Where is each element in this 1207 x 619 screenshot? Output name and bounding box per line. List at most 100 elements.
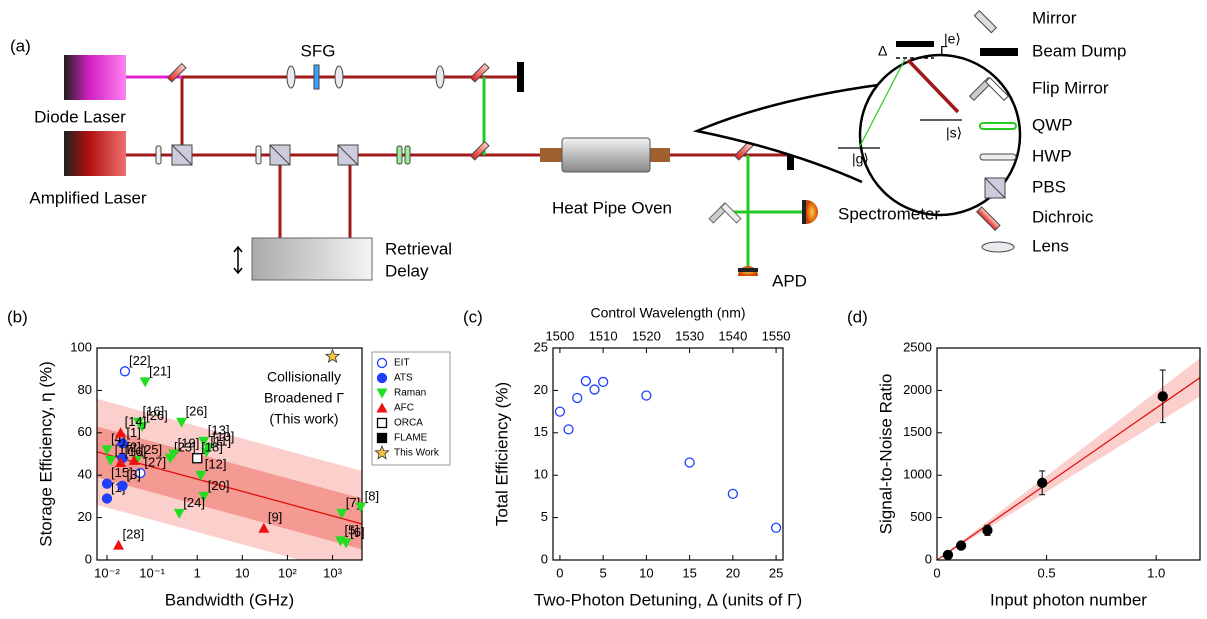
y-tick-label: 1500 (903, 424, 932, 439)
x2-tick-label: 1520 (632, 328, 661, 343)
marker (140, 377, 151, 387)
point-label: [16] (125, 444, 147, 459)
x-axis-title: Two-Photon Detuning, Δ (units of Γ) (534, 590, 802, 609)
level-label: |g⟩ (852, 151, 869, 167)
legend-label: AFC (394, 403, 414, 414)
point-label: [21] (149, 363, 171, 378)
y-axis-title: Signal-to-Noise Ratio (876, 374, 895, 535)
y-tick-label: 2000 (903, 382, 932, 397)
y-tick-label: 0 (541, 551, 548, 566)
confidence-band (937, 358, 1200, 560)
x2-axis-title: Control Wavelength (nm) (590, 305, 745, 321)
x-tick-label: 10⁻² (94, 565, 120, 580)
y-axis-title: Total Efficiency (%) (492, 382, 511, 526)
y-tick-label: 15 (534, 424, 548, 439)
detuning-label: Δ (878, 43, 887, 59)
marker (1038, 478, 1047, 487)
legend-label: Mirror (1032, 8, 1077, 27)
marker (555, 407, 564, 416)
x2-tick-label: 1500 (545, 328, 574, 343)
point-label: [6] (350, 524, 364, 539)
marker (772, 523, 781, 532)
legend-label: ATS (394, 373, 413, 384)
x-tick-label: 1.0 (1147, 565, 1165, 580)
legend-marker (378, 374, 387, 383)
x-axis-title: Input photon number (990, 590, 1147, 609)
fit-line (937, 378, 1200, 560)
legend-label: QWP (1032, 115, 1073, 134)
y-tick-label: 60 (78, 424, 92, 439)
y-tick-label: 5 (541, 509, 548, 524)
marker (957, 541, 966, 550)
marker (1158, 392, 1167, 401)
point-label: [19] (178, 435, 200, 450)
x-axis-title: Bandwidth (GHz) (165, 590, 294, 609)
x-tick-label: 10² (278, 565, 297, 580)
y-tick-label: 100 (70, 339, 92, 354)
y-tick-label: 0 (85, 551, 92, 566)
legend-label: EIT (394, 358, 410, 369)
panel-label: (a) (10, 36, 31, 55)
point-label: [22] (129, 353, 151, 368)
legend-label: This Work (394, 448, 440, 459)
point-label: [26] (186, 404, 208, 419)
point-label: [28] (123, 527, 145, 542)
plot-area (937, 358, 1200, 560)
spectrometer-label: Spectrometer (838, 204, 940, 223)
marker (573, 394, 582, 403)
point-label: [14] (125, 414, 147, 429)
marker (193, 454, 202, 463)
x-tick-label: 5 (600, 565, 607, 580)
oven-label: Heat Pipe Oven (552, 198, 672, 217)
x2-tick-label: 1530 (675, 328, 704, 343)
x2-tick-label: 1550 (762, 328, 791, 343)
linewidth-label: Γ (940, 43, 948, 59)
marker (642, 391, 651, 400)
legend-label: FLAME (394, 433, 428, 444)
x-tick-label: 1 (194, 565, 201, 580)
legend-marker (378, 359, 387, 368)
x-tick-label: 25 (769, 565, 783, 580)
x2-tick-label: 1540 (718, 328, 747, 343)
annotation: (This work) (269, 411, 338, 427)
diode-laser-label: Diode Laser (34, 107, 126, 126)
marker (599, 377, 608, 386)
x-tick-label: 10 (235, 565, 249, 580)
point-label: [9] (268, 510, 282, 525)
y-tick-label: 10 (534, 467, 548, 482)
marker (103, 494, 112, 503)
x-tick-label: 0 (556, 565, 563, 580)
marker (118, 481, 127, 490)
retrieval-delay-label: Delay (385, 261, 429, 280)
figure: (a) (0, 0, 1207, 614)
marker (728, 489, 737, 498)
apd-label: APD (772, 271, 807, 290)
point-label: [24] (183, 495, 205, 510)
axes-frame (937, 348, 1200, 560)
x-tick-label: 0.5 (1038, 565, 1056, 580)
point-label: [20] (208, 478, 230, 493)
legend-marker (378, 434, 387, 443)
legend-label: ORCA (394, 418, 423, 429)
legend-label: PBS (1032, 177, 1066, 196)
marker (943, 550, 952, 559)
panel-label: (d) (847, 307, 868, 326)
annotation: Collisionally (267, 369, 341, 385)
point-label: [12] (205, 457, 227, 472)
y-tick-label: 500 (910, 509, 932, 524)
marker (120, 367, 129, 376)
setup-diagram: (a) (10, 11, 1020, 291)
marker (685, 458, 694, 467)
x-tick-label: 10 (639, 565, 653, 580)
y-tick-label: 0 (925, 551, 932, 566)
point-label: [3] (126, 467, 140, 482)
legend-label: Lens (1032, 236, 1069, 255)
point-label: [8] (365, 488, 379, 503)
legend-label: Dichroic (1032, 207, 1094, 226)
marker (581, 377, 590, 386)
y-tick-label: 80 (78, 382, 92, 397)
point-label: [26] (146, 408, 168, 423)
sfg-label: SFG (301, 41, 336, 60)
x-tick-label: 20 (726, 565, 740, 580)
panel-label: (b) (7, 307, 28, 326)
